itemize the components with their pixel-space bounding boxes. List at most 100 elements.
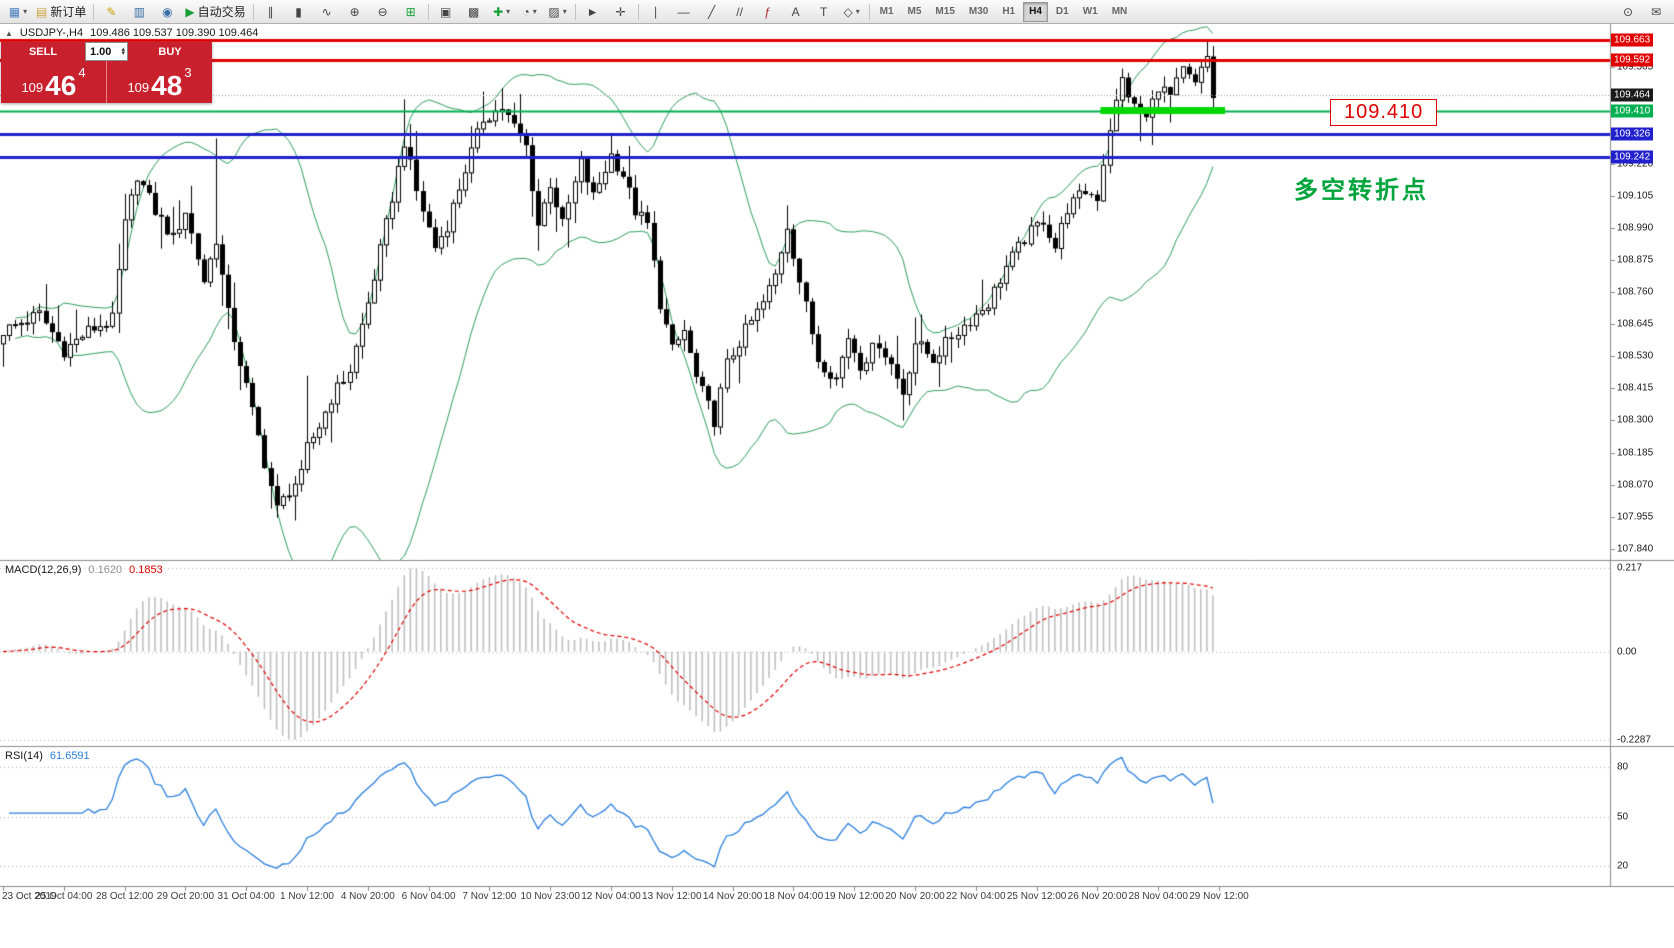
time-axis-label: 14 Nov 20:00 — [702, 891, 763, 902]
timeframe-label: D1 — [1055, 6, 1069, 17]
price-tick-label: 108.185 — [1617, 447, 1654, 459]
price-tick-label: 108.300 — [1617, 414, 1654, 426]
indicators-button[interactable]: ✚ ▾ — [488, 1, 516, 23]
horizontal-line-button[interactable]: ― — [670, 1, 698, 23]
volume-up-arrow[interactable]: ▴ — [121, 45, 125, 53]
price-tag: 109.410 — [1611, 104, 1654, 118]
sell-button[interactable]: SELL — [1, 42, 85, 61]
price-tick-label: 107.955 — [1617, 511, 1654, 523]
chart-quote-header: ▲ USDJPY-,H4 109.486 109.537 109.390 109… — [5, 27, 258, 39]
new-order-icon: ▤ — [36, 4, 48, 19]
price-tag: 109.326 — [1611, 127, 1654, 141]
line-chart-button[interactable]: ∿ — [313, 1, 341, 23]
price-level-callout[interactable]: 109.410 — [1330, 99, 1438, 126]
timeframe-w1-button[interactable]: W1 — [1077, 2, 1104, 22]
volume-value: 1.00 — [90, 45, 112, 58]
rsi-indicator-header[interactable]: RSI(14) 61.6591 — [5, 750, 90, 762]
navigator-button[interactable]: ◉ — [153, 1, 181, 23]
time-axis-label: 7 Nov 12:00 — [462, 891, 517, 902]
cascade-windows-button[interactable]: ▩ — [460, 1, 488, 23]
price-tag: 109.242 — [1611, 150, 1654, 164]
zoom-in-button[interactable]: ⊕ — [341, 1, 369, 23]
zoom-out-button[interactable]: ⊖ — [369, 1, 397, 23]
price-tick-label: 108.070 — [1617, 479, 1654, 491]
text-button[interactable]: A — [782, 1, 810, 23]
trendline-button[interactable]: ╱ — [698, 1, 726, 23]
buy-price-big: 48 — [151, 70, 183, 102]
timeframe-label: M1 — [879, 6, 894, 17]
timeframe-h1-button[interactable]: H1 — [996, 2, 1021, 22]
tile-windows-icon: ▣ — [439, 4, 452, 19]
time-axis-label: 29 Nov 12:00 — [1189, 891, 1249, 902]
search-icon: ⊙ — [1622, 4, 1634, 19]
timeframe-label: M5 — [907, 6, 922, 17]
time-axis-label: 25 Nov 12:00 — [1006, 891, 1067, 902]
new-chart-icon: ▦ — [8, 4, 21, 19]
timeframe-m1-button[interactable]: M1 — [874, 2, 900, 22]
symbol-timeframe-label: USDJPY-,H4 — [19, 27, 84, 39]
auto-trading-icon: ▶ — [185, 4, 195, 19]
text-icon: A — [791, 4, 800, 19]
fibonacci-button[interactable]: ƒ — [754, 1, 782, 23]
time-axis-label: 4 Nov 20:00 — [340, 891, 395, 902]
templates-button[interactable]: ▨ ▾ — [544, 1, 572, 23]
navigator-icon: ◉ — [162, 4, 173, 19]
chat-button[interactable]: ✉ — [1642, 1, 1670, 23]
timeframe-m5-button[interactable]: M5 — [902, 2, 928, 22]
vertical-line-icon: ∣ — [652, 4, 659, 19]
horizontal-line-icon: ― — [677, 4, 690, 19]
grid-button[interactable]: ⊞ — [397, 1, 425, 23]
volume-down-arrow[interactable]: ▾ — [121, 49, 125, 57]
new-order-button[interactable]: ▤ 新订单 — [32, 1, 90, 23]
market-watch-button[interactable]: ▥ — [125, 1, 153, 23]
cursor-button[interactable]: ► — [579, 1, 607, 23]
dropdown-arrow-icon: ▾ — [532, 7, 537, 16]
new-chart-button[interactable]: ▦ ▾ — [4, 1, 32, 23]
periods-button[interactable]: ◔ ▾ — [516, 1, 544, 23]
time-axis-label: 6 Nov 04:00 — [401, 891, 456, 902]
fibonacci-icon: ƒ — [764, 4, 771, 19]
timeframe-m30-button[interactable]: M30 — [963, 2, 994, 22]
turning-point-annotation[interactable]: 多空转折点 — [1294, 177, 1429, 204]
auto-trading-button[interactable]: ▶ 自动交易 — [181, 1, 249, 23]
shapes-button[interactable]: ◇ ▾ — [838, 1, 866, 23]
price-tick-label: 107.840 — [1617, 543, 1654, 555]
metaeditor-button[interactable]: ✎ — [97, 1, 125, 23]
volume-stepper[interactable]: 1.00 ▴ ▾ — [85, 42, 128, 61]
price-tag: 109.464 — [1611, 88, 1654, 102]
chat-icon: ✉ — [1650, 4, 1662, 19]
buy-button[interactable]: BUY — [128, 42, 212, 61]
timeframe-m15-button[interactable]: M15 — [929, 2, 960, 22]
buy-price-prefix: 109 — [127, 80, 150, 95]
timeframe-mn-button[interactable]: MN — [1106, 2, 1134, 22]
crosshair-button[interactable]: ✛ — [607, 1, 635, 23]
equidistant-channel-button[interactable]: // — [726, 1, 754, 23]
tile-windows-button[interactable]: ▣ — [432, 1, 460, 23]
timeframe-label: MN — [1111, 6, 1128, 17]
timeframe-label: W1 — [1082, 6, 1098, 17]
price-tick-label: 108.415 — [1617, 382, 1654, 394]
macd-indicator-header[interactable]: MACD(12,26,9) 0.1620 0.1853 — [5, 564, 163, 576]
collapse-icon[interactable]: ▲ — [5, 28, 13, 38]
sell-price-sup: 4 — [78, 65, 86, 80]
time-axis-label: 18 Nov 04:00 — [763, 891, 824, 902]
market-watch-icon: ▥ — [133, 4, 146, 19]
rsi-value: 61.6591 — [49, 750, 90, 762]
bar-chart-button[interactable]: ∥ — [257, 1, 285, 23]
candlestick-chart-button[interactable]: ▮ — [285, 1, 313, 23]
time-axis-label: 19 Nov 12:00 — [824, 891, 884, 902]
timeframe-h4-button[interactable]: H4 — [1023, 1, 1048, 22]
buy-price-button[interactable]: 109 48 3 — [106, 61, 212, 103]
timeframe-d1-button[interactable]: D1 — [1050, 2, 1075, 22]
vertical-line-button[interactable]: ∣ — [642, 1, 670, 23]
price-tick-label: 108.990 — [1617, 222, 1654, 234]
line-chart-icon: ∿ — [321, 4, 332, 19]
sell-price-button[interactable]: 109 46 4 — [1, 61, 106, 103]
dropdown-arrow-icon: ▾ — [562, 7, 567, 16]
text-label-button[interactable]: T — [810, 1, 838, 23]
search-button[interactable]: ⊙ — [1614, 1, 1642, 23]
time-axis-label: 31 Oct 04:00 — [217, 891, 275, 902]
time-axis-label: 20 Nov 20:00 — [885, 891, 945, 902]
